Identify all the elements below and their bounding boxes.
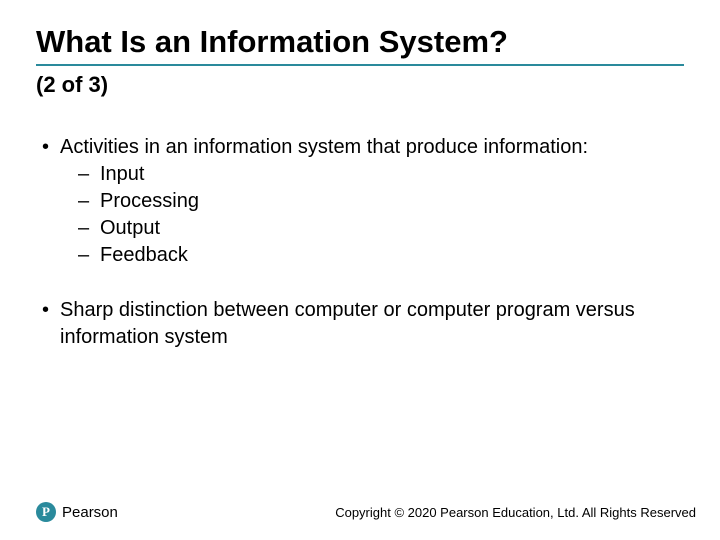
logo-text: Pearson [62, 504, 118, 521]
bullet-item: • Activities in an information system th… [36, 134, 684, 269]
slide-title: What Is an Information System? [36, 24, 684, 60]
logo-icon: P [36, 502, 56, 522]
sub-bullet-item: – Processing [60, 188, 684, 215]
slide-body: • Activities in an information system th… [36, 134, 684, 351]
copyright-text: Copyright © 2020 Pearson Education, Ltd.… [335, 505, 696, 520]
sub-bullet-text: Output [100, 215, 160, 242]
sub-bullet-item: – Feedback [60, 242, 684, 269]
footer: P Pearson Copyright © 2020 Pearson Educa… [36, 502, 696, 522]
sub-bullet-text: Input [100, 161, 144, 188]
sub-bullet-text: Feedback [100, 242, 188, 269]
sub-bullet-marker: – [78, 215, 100, 242]
sub-bullet-item: – Output [60, 215, 684, 242]
sub-bullet-marker: – [78, 188, 100, 215]
sub-bullet-marker: – [78, 161, 100, 188]
bullet-marker: • [36, 134, 60, 269]
sub-bullet-item: – Input [60, 161, 684, 188]
logo-letter: P [42, 504, 50, 520]
title-underline [36, 64, 684, 66]
slide-subtitle: (2 of 3) [36, 72, 684, 98]
bullet-text: Sharp distinction between computer or co… [60, 299, 635, 348]
slide: What Is an Information System? (2 of 3) … [0, 0, 720, 540]
bullet-item: • Sharp distinction between computer or … [36, 297, 684, 351]
sub-bullet-marker: – [78, 242, 100, 269]
publisher-logo: P Pearson [36, 502, 118, 522]
sub-bullet-text: Processing [100, 188, 199, 215]
bullet-text: Activities in an information system that… [60, 136, 588, 158]
bullet-marker: • [36, 297, 60, 351]
